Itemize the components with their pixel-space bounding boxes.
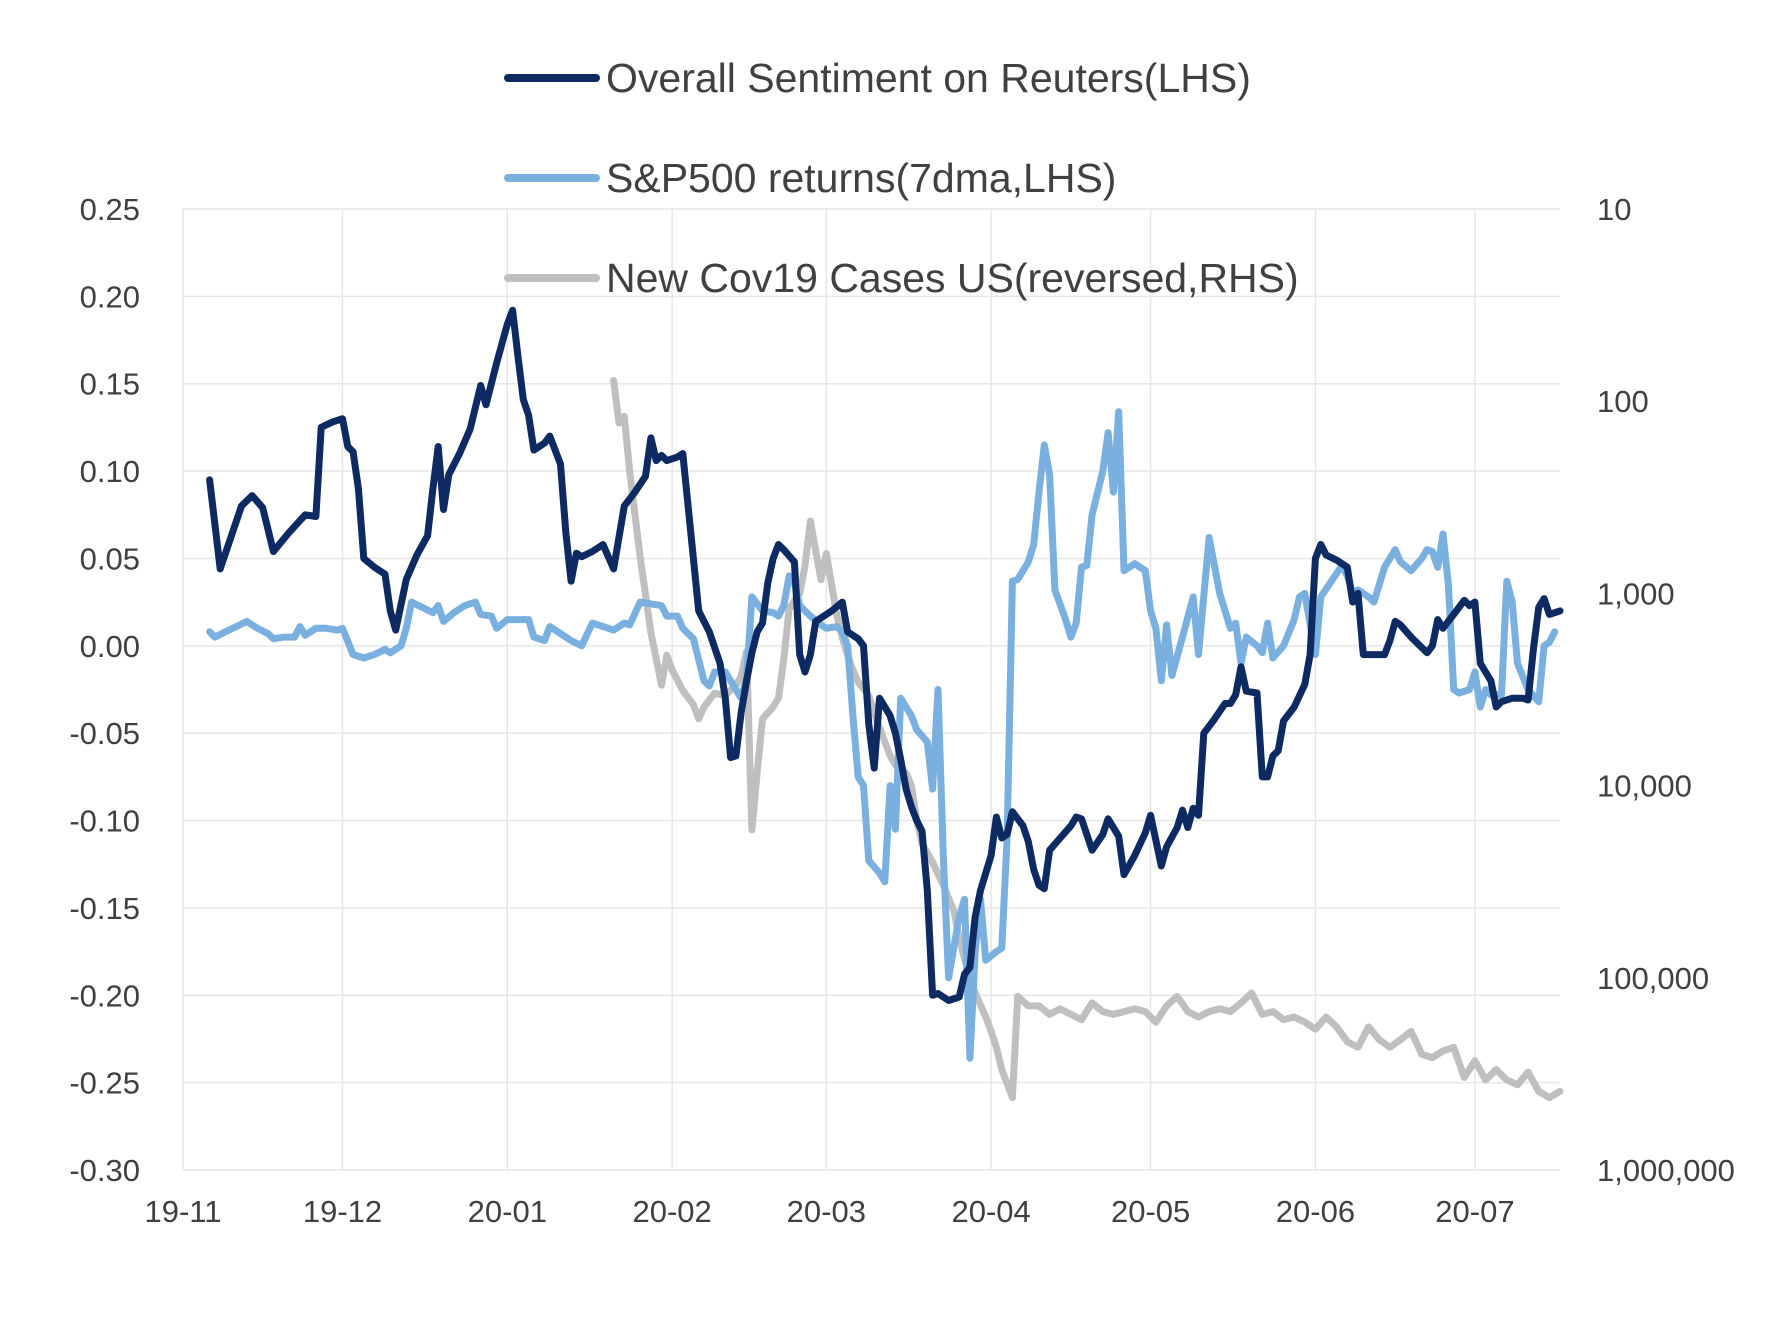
left-tick-label: 0.00 bbox=[80, 629, 140, 664]
x-tick-label: 19-12 bbox=[303, 1194, 382, 1229]
x-tick-label: 20-06 bbox=[1276, 1194, 1355, 1229]
x-tick-label: 19-11 bbox=[145, 1194, 222, 1229]
left-tick-label: -0.05 bbox=[69, 716, 140, 751]
left-y-axis: 0.25 0.20 0.15 0.10 0.05 0.00 -0.05 -0.10 -0.15 -… bbox=[69, 192, 140, 1188]
gridlines bbox=[182, 208, 1560, 1171]
right-y-axis: 10 100 1,000 10,000 100,000 1,000,000 bbox=[1597, 192, 1735, 1188]
left-tick-label: 0.10 bbox=[80, 454, 140, 489]
x-tick-label: 20-07 bbox=[1435, 1194, 1514, 1229]
legend-label: Overall Sentiment on Reuters(LHS) bbox=[606, 55, 1251, 101]
left-tick-label: -0.30 bbox=[69, 1153, 140, 1188]
left-tick-label: -0.10 bbox=[69, 804, 140, 839]
series-line bbox=[610, 377, 1564, 1102]
legend-label: S&P500 returns(7dma,LHS) bbox=[606, 155, 1116, 201]
right-tick-label: 100,000 bbox=[1597, 961, 1709, 996]
series-lines bbox=[206, 306, 1564, 1102]
right-tick-label: 100 bbox=[1597, 384, 1649, 419]
left-tick-label: -0.15 bbox=[69, 891, 140, 926]
left-tick-label: 0.15 bbox=[80, 367, 140, 402]
legend-label: New Cov19 Cases US(reversed,RHS) bbox=[606, 255, 1299, 301]
right-tick-label: 10,000 bbox=[1597, 769, 1692, 804]
left-tick-label: -0.20 bbox=[69, 978, 140, 1013]
x-tick-label: 20-02 bbox=[632, 1194, 711, 1229]
x-tick-label: 20-01 bbox=[468, 1194, 547, 1229]
left-tick-label: -0.25 bbox=[69, 1066, 140, 1101]
right-tick-label: 10 bbox=[1597, 192, 1631, 227]
series-line bbox=[206, 306, 1564, 1004]
x-tick-label: 20-03 bbox=[787, 1194, 866, 1229]
right-tick-label: 1,000 bbox=[1597, 576, 1675, 611]
left-tick-label: 0.20 bbox=[80, 279, 140, 314]
left-tick-label: 0.25 bbox=[80, 192, 140, 227]
legend: Overall Sentiment on Reuters(LHS) S&P500 … bbox=[504, 55, 1299, 301]
x-tick-label: 20-04 bbox=[951, 1194, 1030, 1229]
x-axis: 19-11 19-12 20-01 20-02 20-03 20-04 20-05 20-06… bbox=[145, 1194, 1515, 1229]
left-tick-label: 0.05 bbox=[80, 541, 140, 576]
x-tick-label: 20-05 bbox=[1111, 1194, 1190, 1229]
right-tick-label: 1,000,000 bbox=[1597, 1153, 1735, 1188]
